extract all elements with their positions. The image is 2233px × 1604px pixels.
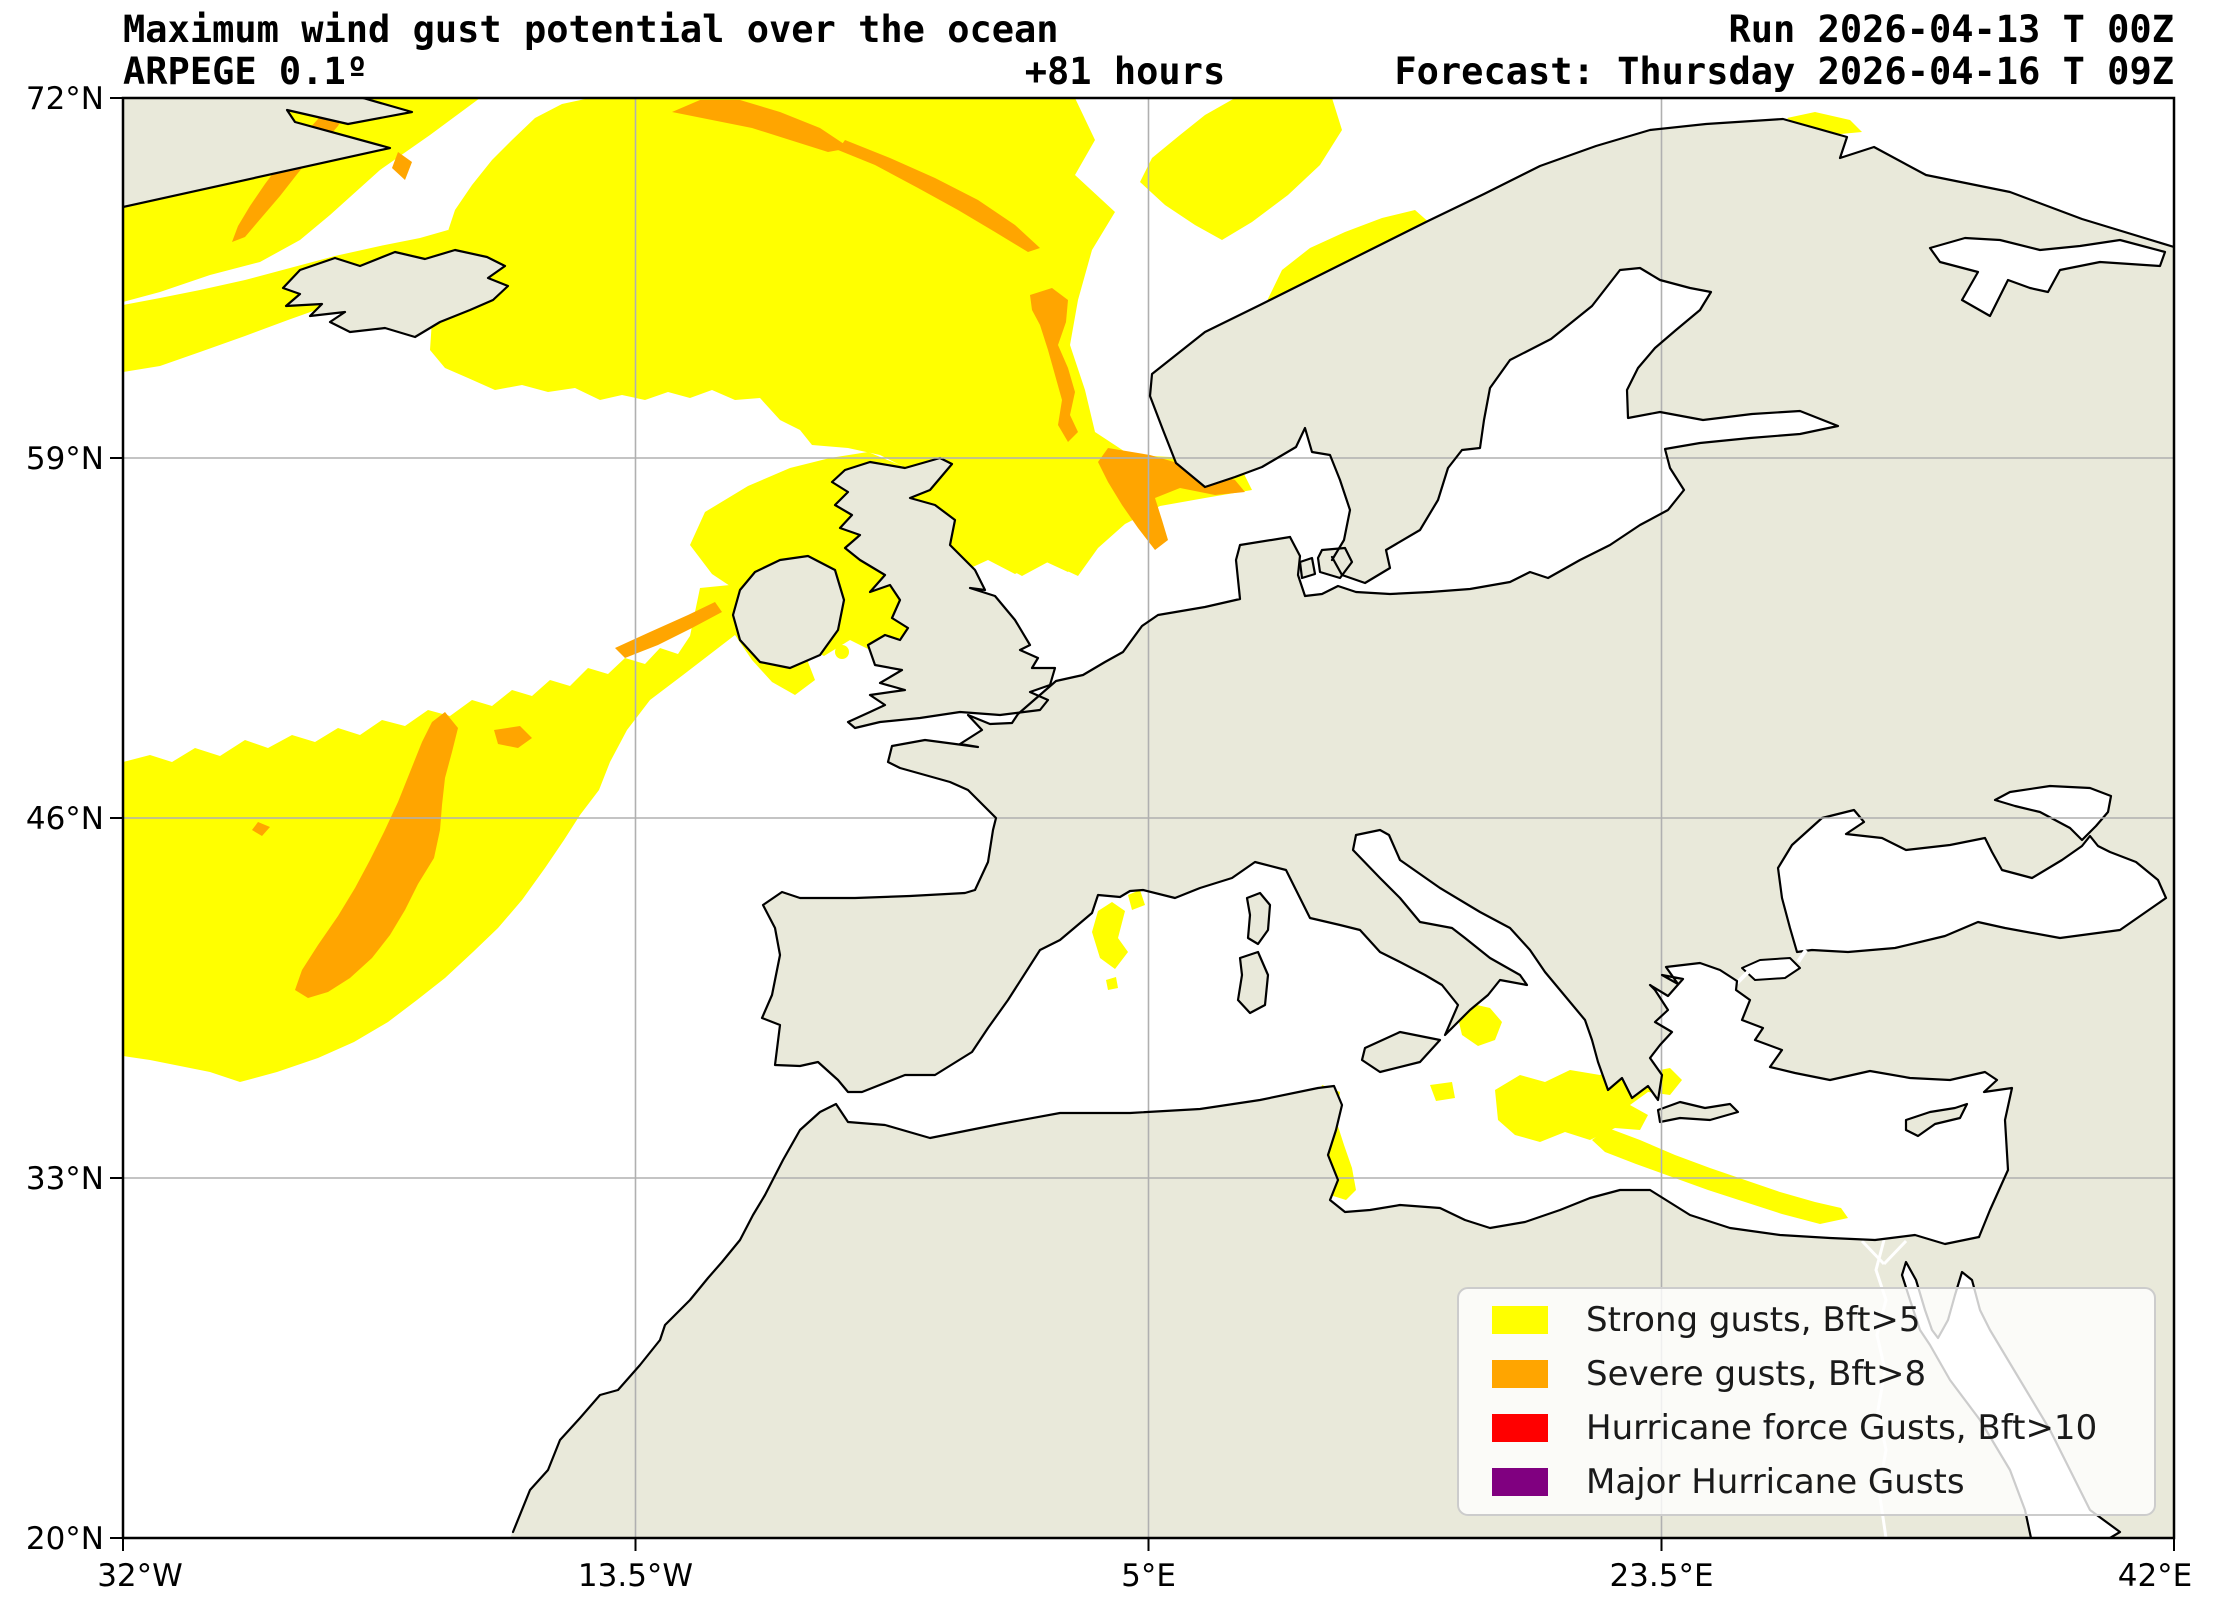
- nile-delta-east: [1882, 1239, 1908, 1266]
- sea-white-sea: [1928, 236, 2167, 318]
- legend-swatch-severe: [1492, 1360, 1548, 1388]
- legend-swatch-major: [1492, 1468, 1548, 1496]
- gust-streak-rockall-orange: [615, 602, 722, 658]
- coast-africa: [511, 1084, 1981, 1534]
- gust-dot-atlantic-orange: [252, 822, 270, 836]
- gust-area-gulf-of-lion-yellow: [1092, 902, 1128, 969]
- coast-scandinavia: [1148, 117, 2174, 562]
- land-corsica: [1245, 891, 1272, 946]
- legend-label-major: Major Hurricane Gusts: [1586, 1462, 1965, 1502]
- sea-baltic: [1290, 268, 1838, 596]
- legend-swatch-hurricane: [1492, 1414, 1548, 1442]
- dardanelles-strait: [1735, 970, 1750, 985]
- x-tick-label: 32°W: [97, 1558, 183, 1594]
- x-tick-label: 13.5°W: [578, 1558, 693, 1594]
- gust-area-messina-yellow: [1458, 1002, 1502, 1046]
- legend-label-hurricane: Hurricane force Gusts, Bft>10: [1586, 1408, 2097, 1448]
- coast-europe-mediterranean: [760, 535, 2014, 1239]
- gust-area-barents-band-yellow: [1140, 98, 1342, 240]
- legend-label-strong: Strong gusts, Bft>5: [1586, 1300, 1921, 1340]
- y-tick-label: 20°N: [26, 1521, 104, 1557]
- gust-bit-atlantic-ne-orange: [494, 726, 532, 748]
- gust-streak-norwegian-sea-orange: [838, 140, 1040, 252]
- bosphorus-strait: [1796, 948, 1808, 964]
- land-crete: [1656, 1100, 1740, 1124]
- coast-baltic: [1288, 266, 1840, 598]
- land-cyprus: [1904, 1102, 1969, 1138]
- gust-dot-irish-sea-yellow: [835, 645, 849, 659]
- legend-swatch-strong: [1492, 1306, 1548, 1334]
- land-sardinia: [1236, 950, 1270, 1015]
- y-tick-label: 72°N: [26, 81, 104, 117]
- land-ireland: [731, 554, 846, 670]
- y-axis-labels: 72°N 59°N 46°N 33°N 20°N: [26, 81, 104, 1557]
- page-title: Maximum wind gust potential over the oce…: [123, 8, 1059, 51]
- sea-azov: [1993, 784, 2113, 842]
- x-tick-label: 23.5°E: [1609, 1558, 1713, 1594]
- gust-dot-ionian-yellow: [1430, 1082, 1455, 1101]
- gust-area-crete-band-yellow: [1592, 1128, 1848, 1224]
- gust-dot-balearic-yellow: [1106, 977, 1118, 990]
- gust-area-norwegian-sea-yellow: [428, 98, 1252, 576]
- run-label: Run 2026-04-13 T 00Z: [1728, 8, 2174, 51]
- gust-area-mid-atlantic-yellow: [123, 582, 822, 1082]
- land-greenland: [123, 98, 412, 207]
- gust-bit-lion-north-yellow: [1128, 890, 1145, 910]
- gust-core-mid-atlantic-orange: [295, 712, 458, 998]
- x-axis-labels: 32°W 13.5°W 5°E 23.5°E 42°E: [97, 1558, 2192, 1594]
- x-tick-label: 42°E: [2118, 1558, 2193, 1594]
- land-eurasia: [762, 119, 2174, 1237]
- y-tick-label: 33°N: [26, 1161, 104, 1197]
- nile-delta-west: [1860, 1239, 1886, 1266]
- axis-ticks: [110, 97, 2175, 1551]
- legend: Strong gusts, Bft>5 Severe gusts, Bft>8 …: [1457, 1287, 2156, 1516]
- gust-streak-norway-offshore-orange: [1030, 288, 1078, 442]
- land-sicily: [1360, 1030, 1442, 1074]
- lead-time-label: +81 hours: [1025, 50, 1225, 93]
- sea-marmara: [1741, 957, 1801, 981]
- model-label: ARPEGE 0.1º: [123, 50, 368, 93]
- gust-bit-denmark-strait-orange: [392, 152, 412, 180]
- y-tick-label: 59°N: [26, 441, 104, 477]
- coast-greenland: [123, 98, 414, 209]
- forecast-label: Forecast: Thursday 2026-04-16 T 09Z: [1394, 50, 2174, 93]
- legend-label-severe: Severe gusts, Bft>8: [1586, 1354, 1926, 1394]
- land-great-britain: [830, 456, 1057, 730]
- y-tick-label: 46°N: [26, 801, 104, 837]
- x-tick-label: 5°E: [1121, 1558, 1176, 1594]
- land-funen: [1298, 556, 1317, 580]
- gust-area-jan-mayen-orange: [672, 100, 850, 152]
- legend-box: [1457, 1287, 2156, 1516]
- sea-black-sea: [1776, 808, 2168, 954]
- land-iceland: [281, 248, 510, 339]
